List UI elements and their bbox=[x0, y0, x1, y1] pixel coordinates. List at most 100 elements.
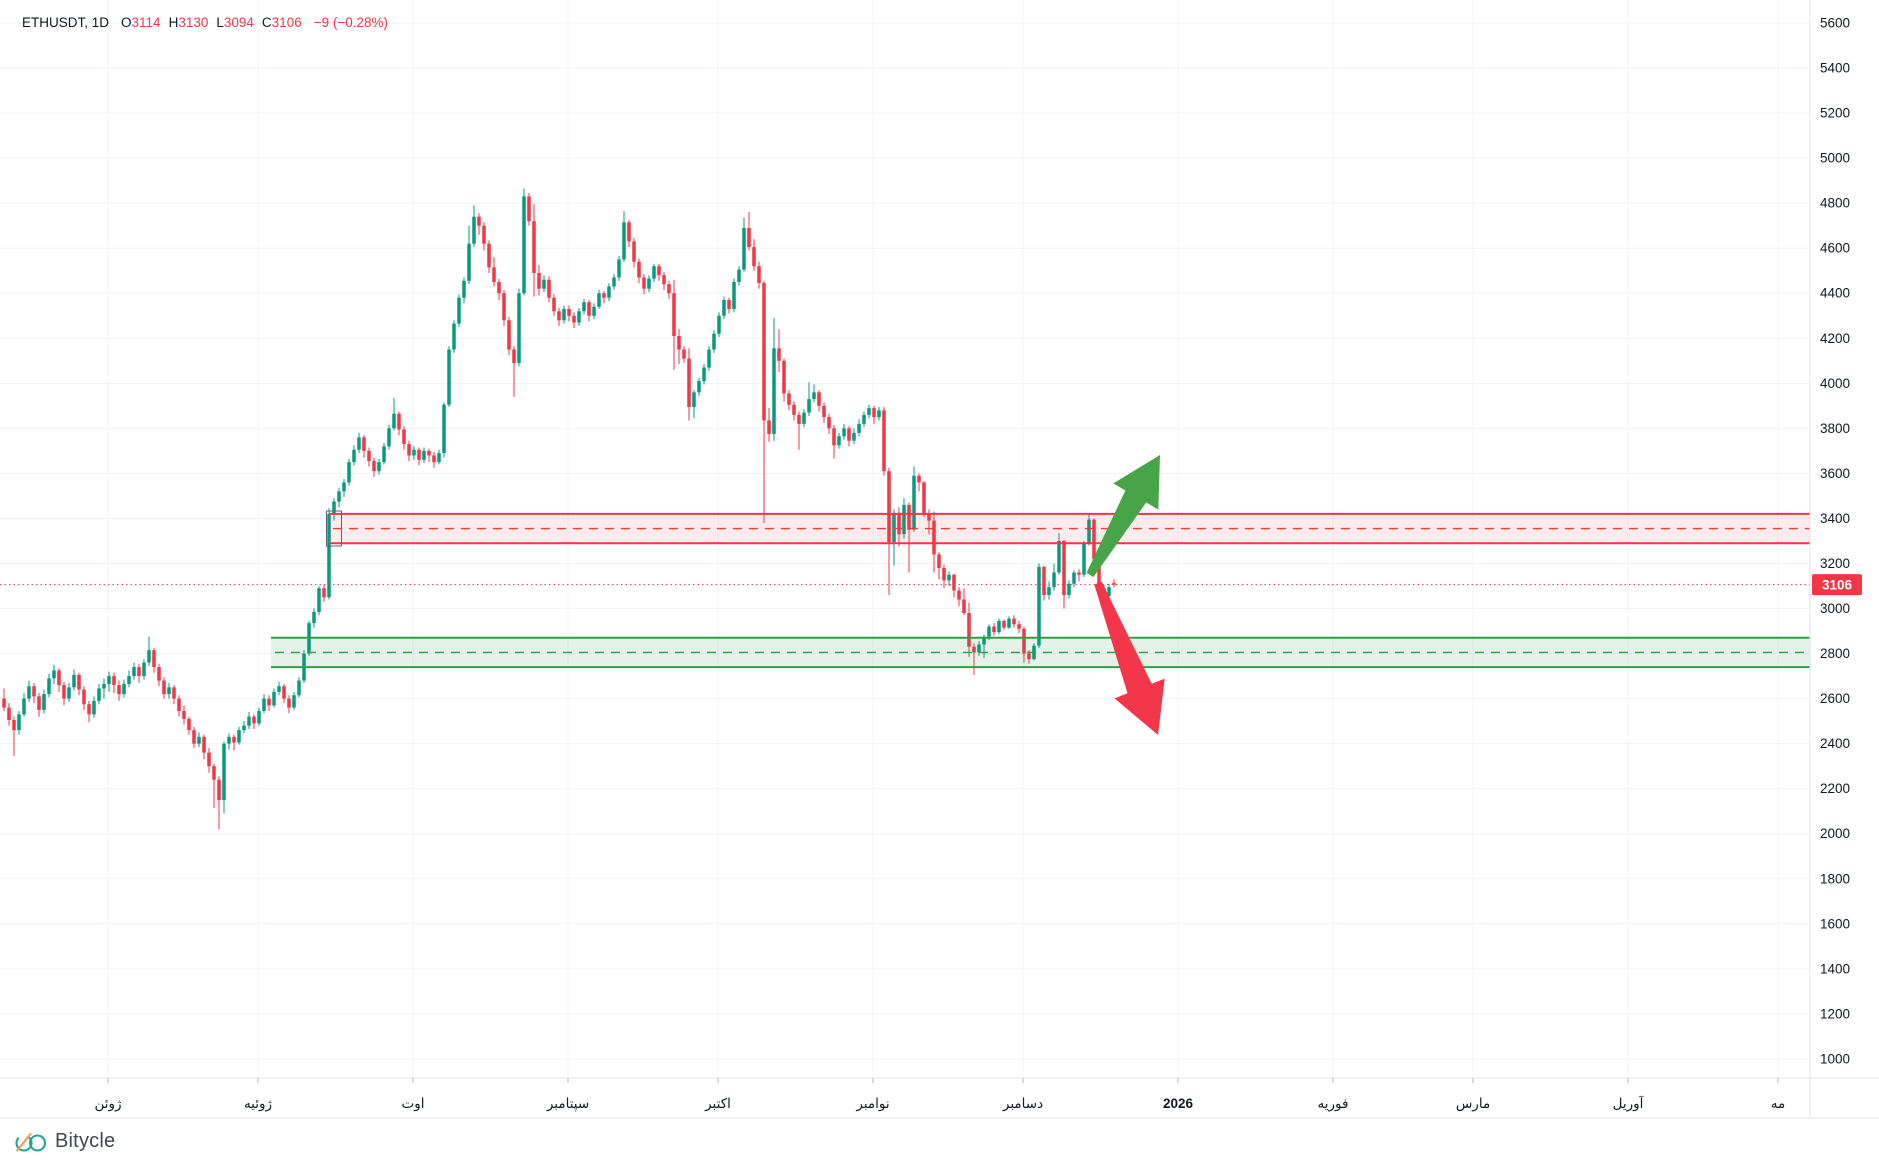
candle-body bbox=[122, 683, 126, 695]
candle-body bbox=[807, 399, 811, 413]
candle-body bbox=[772, 348, 776, 434]
candle-body bbox=[1052, 572, 1056, 588]
price-axis-label: 1200 bbox=[1820, 1006, 1850, 1021]
time-axis-label[interactable]: مه bbox=[1771, 1096, 1785, 1111]
candle-body bbox=[987, 626, 991, 637]
open-label: O bbox=[121, 15, 132, 30]
candle-body bbox=[162, 680, 166, 695]
time-axis-label[interactable]: مارس bbox=[1456, 1096, 1490, 1112]
candle-body bbox=[1072, 572, 1076, 584]
candle-body bbox=[172, 687, 176, 699]
time-axis-label[interactable]: سپتامبر bbox=[546, 1096, 589, 1112]
candle-body bbox=[747, 227, 751, 248]
candle-body bbox=[882, 410, 886, 472]
candle-body bbox=[267, 698, 271, 706]
candle-body bbox=[1057, 540, 1061, 573]
candle-body bbox=[877, 410, 881, 418]
candle-body bbox=[592, 306, 596, 316]
support-zone-fill[interactable] bbox=[271, 637, 1810, 668]
price-axis-label: 2200 bbox=[1820, 781, 1850, 796]
candle-body bbox=[732, 281, 736, 310]
candle-body bbox=[47, 678, 51, 695]
candle-body bbox=[87, 704, 91, 715]
candle-body bbox=[482, 225, 486, 244]
candle-body bbox=[227, 736, 231, 744]
ohlc-legend[interactable]: ETHUSDT, 1D O3114 H3130 L3094 C3106 −9 (−0.28… bbox=[22, 15, 388, 30]
high-value: 3130 bbox=[178, 15, 209, 30]
candle-body bbox=[187, 718, 191, 731]
candle-body bbox=[432, 455, 436, 463]
candle-body bbox=[1007, 618, 1011, 628]
candle-body bbox=[472, 216, 476, 244]
candle-body bbox=[682, 349, 686, 359]
time-axis-label[interactable]: دسامبر bbox=[1002, 1096, 1043, 1112]
candle-body bbox=[557, 311, 561, 321]
candle-body bbox=[972, 646, 976, 653]
time-axis-label[interactable]: 2026 bbox=[1163, 1096, 1194, 1111]
candle-body bbox=[427, 450, 431, 456]
bullish-arrow[interactable] bbox=[1086, 455, 1161, 577]
candle-body bbox=[17, 714, 21, 731]
bearish-arrow[interactable] bbox=[1094, 581, 1165, 736]
candle-body bbox=[562, 309, 566, 321]
current-price-tag bbox=[1812, 574, 1862, 596]
zone-anchor-handle[interactable] bbox=[326, 510, 342, 547]
candle-body bbox=[577, 311, 581, 323]
candle-body bbox=[1062, 540, 1066, 596]
candle-body bbox=[422, 450, 426, 460]
candle-body bbox=[262, 698, 266, 711]
candle-body bbox=[797, 414, 801, 424]
candle-body bbox=[802, 412, 806, 424]
candle-body bbox=[537, 272, 541, 289]
time-axis-label[interactable]: ژوئیه bbox=[244, 1096, 272, 1112]
candle-body bbox=[1067, 583, 1071, 596]
candle-body bbox=[707, 349, 711, 368]
price-axis-label: 4400 bbox=[1820, 286, 1850, 301]
candle-body bbox=[487, 243, 491, 268]
time-axis-label[interactable]: آوریل bbox=[1613, 1095, 1645, 1112]
candle-body bbox=[717, 315, 721, 334]
time-axis-label[interactable]: اکتبر bbox=[704, 1096, 731, 1112]
time-axis-label[interactable]: ژوئن bbox=[94, 1096, 121, 1112]
candle-body bbox=[817, 392, 821, 406]
price-axis-label: 2800 bbox=[1820, 646, 1850, 661]
candle-body bbox=[67, 687, 71, 699]
candle-body bbox=[297, 680, 301, 696]
candle-body bbox=[847, 428, 851, 441]
price-axis-label: 4800 bbox=[1820, 196, 1850, 211]
candle-body bbox=[277, 686, 281, 692]
candle-body bbox=[42, 694, 46, 710]
candle-body bbox=[672, 293, 676, 337]
candle-body bbox=[697, 381, 701, 393]
candle-body bbox=[332, 501, 336, 514]
price-axis-label: 3600 bbox=[1820, 466, 1850, 481]
candle-body bbox=[552, 297, 556, 312]
symbol-interval-label[interactable]: ETHUSDT, 1D bbox=[22, 15, 110, 30]
candle-body bbox=[852, 432, 856, 441]
candle-body bbox=[982, 636, 986, 645]
candle-body bbox=[907, 504, 911, 530]
candle-body bbox=[32, 686, 36, 697]
price-axis-label: 2000 bbox=[1820, 826, 1850, 841]
candle-body bbox=[127, 676, 131, 684]
price-axis-label: 5000 bbox=[1820, 151, 1850, 166]
candle-body bbox=[287, 698, 291, 708]
candle-body bbox=[352, 449, 356, 463]
candle-body bbox=[1022, 628, 1026, 654]
candle-body bbox=[867, 408, 871, 415]
candle-body bbox=[1112, 582, 1116, 585]
candle-body bbox=[927, 513, 931, 521]
candle-body bbox=[457, 297, 461, 324]
candle-body bbox=[442, 404, 446, 454]
candle-body bbox=[97, 688, 101, 701]
candle-body bbox=[902, 504, 906, 535]
low-value: 3094 bbox=[223, 15, 254, 30]
candle-body bbox=[892, 512, 896, 543]
candle-body bbox=[957, 590, 961, 600]
time-axis-label[interactable]: اوت bbox=[402, 1096, 425, 1112]
time-axis-label[interactable]: نوامبر bbox=[855, 1096, 889, 1112]
time-axis-label[interactable]: فوریه bbox=[1318, 1096, 1349, 1112]
candle-body bbox=[897, 512, 901, 535]
candle-body bbox=[462, 280, 466, 298]
